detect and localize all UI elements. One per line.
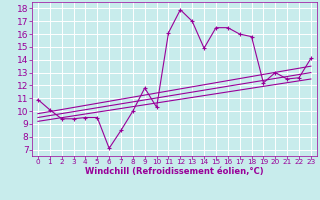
X-axis label: Windchill (Refroidissement éolien,°C): Windchill (Refroidissement éolien,°C) [85, 167, 264, 176]
